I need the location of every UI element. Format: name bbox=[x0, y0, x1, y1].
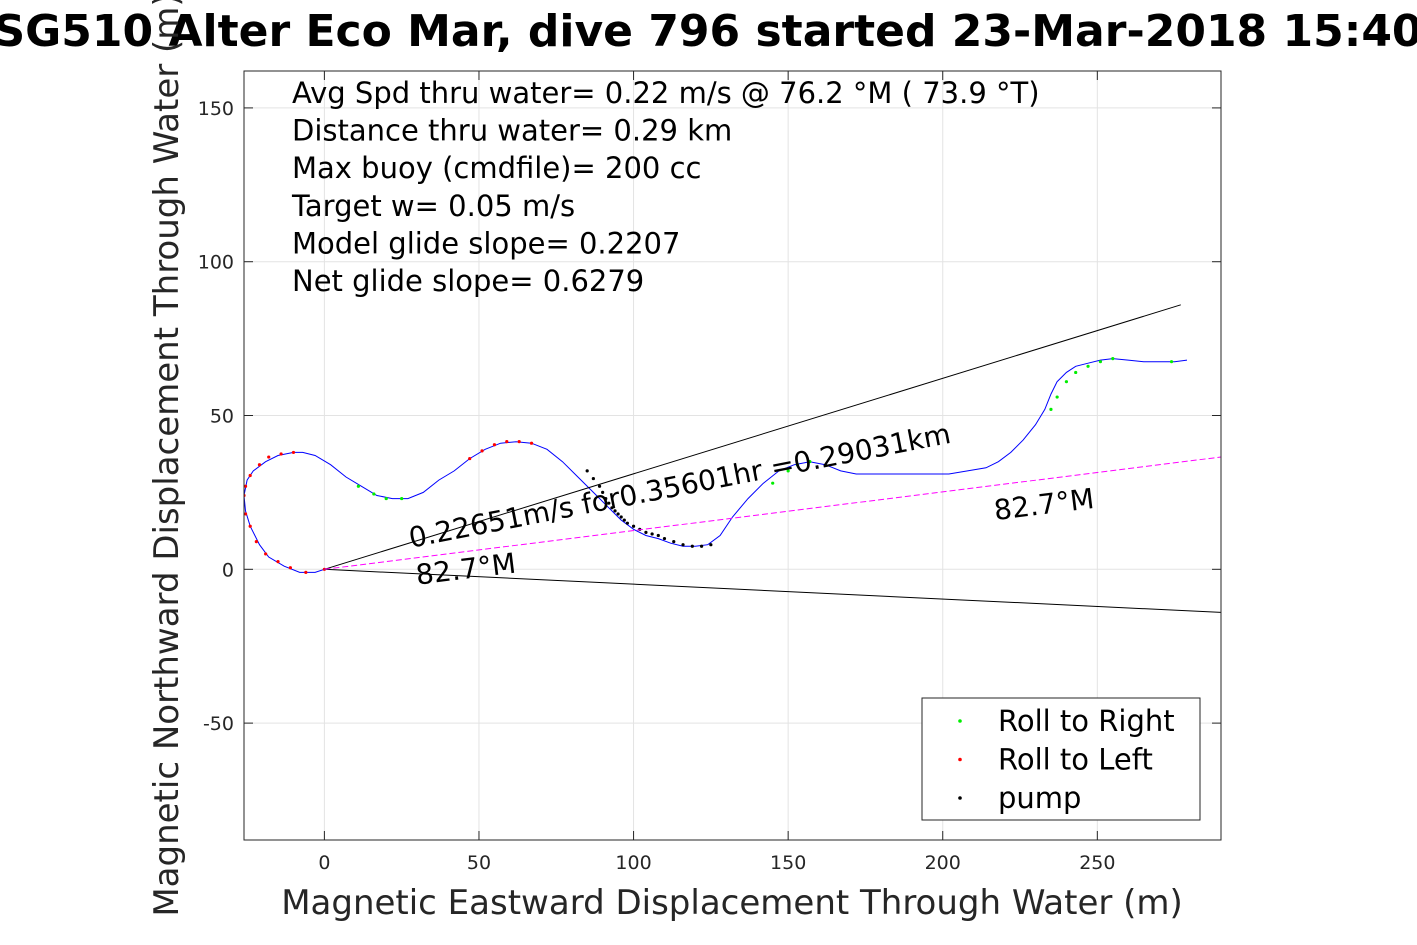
legend-label: Roll to Left bbox=[998, 743, 1153, 777]
data-point bbox=[384, 496, 388, 501]
data-point bbox=[604, 496, 608, 501]
data-point bbox=[786, 469, 790, 473]
data-point bbox=[492, 443, 497, 447]
chart-title: SG510 Alter Eco Mar, dive 796 started 23… bbox=[0, 6, 1417, 57]
data-point bbox=[625, 521, 629, 525]
data-point bbox=[244, 484, 248, 488]
y-tick-label: 100 bbox=[198, 252, 234, 274]
data-point bbox=[619, 515, 623, 519]
legend: Roll to Right Roll to Left pump bbox=[921, 697, 1201, 821]
x-tick-label: 100 bbox=[615, 852, 651, 874]
legend-box bbox=[921, 697, 1201, 821]
data-point bbox=[291, 450, 296, 455]
data-point bbox=[709, 543, 713, 547]
plot-border bbox=[243, 70, 1222, 841]
grid bbox=[244, 71, 1221, 840]
data-point bbox=[631, 524, 636, 528]
legend-marker bbox=[958, 719, 962, 723]
data-point bbox=[244, 512, 248, 516]
x-axis-label: Magnetic Eastward Displacement Through W… bbox=[281, 883, 1183, 923]
data-point bbox=[650, 532, 654, 536]
data-point bbox=[1169, 360, 1174, 364]
info-line: Target w= 0.05 m/s bbox=[291, 189, 575, 223]
y-tick-label: 0 bbox=[222, 559, 234, 581]
series-points-2 bbox=[244, 440, 534, 574]
data-point bbox=[1055, 395, 1059, 399]
y-tick-label: 150 bbox=[198, 98, 234, 120]
data-point bbox=[597, 484, 602, 488]
data-point bbox=[322, 567, 326, 571]
x-tick-label: 200 bbox=[925, 852, 961, 874]
data-point bbox=[585, 469, 589, 473]
data-point bbox=[372, 492, 376, 496]
data-point bbox=[808, 460, 812, 464]
series-points-1 bbox=[356, 357, 1174, 501]
y-axis-label: Magnetic Northward Displacement Through … bbox=[147, 0, 187, 917]
info-line: Avg Spd thru water= 0.22 m/s @ 76.2 °M (… bbox=[292, 76, 1040, 110]
data-point bbox=[264, 552, 268, 556]
data-point bbox=[304, 570, 308, 574]
data-point bbox=[672, 540, 676, 544]
data-point bbox=[1111, 357, 1115, 361]
x-tick-label: 250 bbox=[1079, 852, 1115, 874]
data-point bbox=[529, 441, 534, 445]
data-point bbox=[1049, 407, 1053, 411]
data-point bbox=[601, 490, 605, 495]
x-tick-label: 50 bbox=[467, 852, 491, 874]
data-point bbox=[610, 506, 614, 510]
data-point bbox=[480, 449, 484, 453]
data-point bbox=[1074, 370, 1078, 375]
legend-label: pump bbox=[998, 781, 1081, 815]
series-points-3 bbox=[585, 469, 713, 548]
legend-label: Roll to Right bbox=[998, 704, 1175, 738]
data-point bbox=[288, 566, 292, 570]
data-point bbox=[1086, 364, 1090, 368]
data-point bbox=[662, 536, 667, 541]
ticks: 0 50 100 150 200 250 -50 0 50 100 150 bbox=[198, 71, 1221, 874]
info-line: Max buoy (cmdfile)= 200 cc bbox=[292, 151, 701, 185]
y-tick-label: 50 bbox=[210, 406, 234, 428]
info-line: Net glide slope= 0.6279 bbox=[292, 264, 644, 298]
legend-marker bbox=[958, 796, 962, 800]
data-point bbox=[517, 440, 521, 444]
data-point bbox=[505, 440, 509, 444]
series-line-6 bbox=[324, 456, 1221, 570]
info-block: Avg Spd thru water= 0.22 m/s @ 76.2 °M (… bbox=[291, 76, 1040, 298]
data-point bbox=[644, 530, 648, 535]
data-point bbox=[681, 543, 685, 547]
legend-marker bbox=[958, 757, 962, 762]
data-point bbox=[1098, 360, 1103, 364]
series-line-4 bbox=[324, 304, 1181, 570]
x-tick-label: 0 bbox=[318, 852, 330, 874]
series-line-0 bbox=[244, 358, 1188, 573]
info-line: Distance thru water= 0.29 km bbox=[292, 114, 732, 148]
data-point bbox=[248, 524, 252, 528]
data-point bbox=[279, 452, 283, 456]
data-point bbox=[276, 560, 280, 564]
data-point bbox=[613, 509, 617, 513]
data-point bbox=[622, 518, 626, 522]
data-point bbox=[771, 481, 775, 485]
data-point bbox=[356, 484, 360, 488]
data-point bbox=[690, 544, 694, 548]
data-point bbox=[591, 476, 595, 481]
data-point bbox=[257, 463, 262, 467]
x-tick-label: 150 bbox=[770, 852, 806, 874]
data-point bbox=[795, 463, 800, 467]
data-point bbox=[1064, 380, 1069, 384]
data-point bbox=[248, 473, 252, 478]
data-point bbox=[267, 455, 271, 459]
data-point bbox=[254, 540, 258, 544]
y-tick-label: -50 bbox=[203, 713, 234, 735]
data-point bbox=[400, 496, 404, 501]
data-point bbox=[468, 456, 472, 461]
data-point bbox=[616, 512, 620, 516]
data-point bbox=[699, 544, 704, 548]
series-line-5 bbox=[324, 568, 1221, 613]
data-point bbox=[607, 501, 611, 505]
data-point bbox=[656, 533, 660, 538]
info-line: Model glide slope= 0.2207 bbox=[292, 226, 680, 260]
series-layer bbox=[244, 304, 1221, 613]
